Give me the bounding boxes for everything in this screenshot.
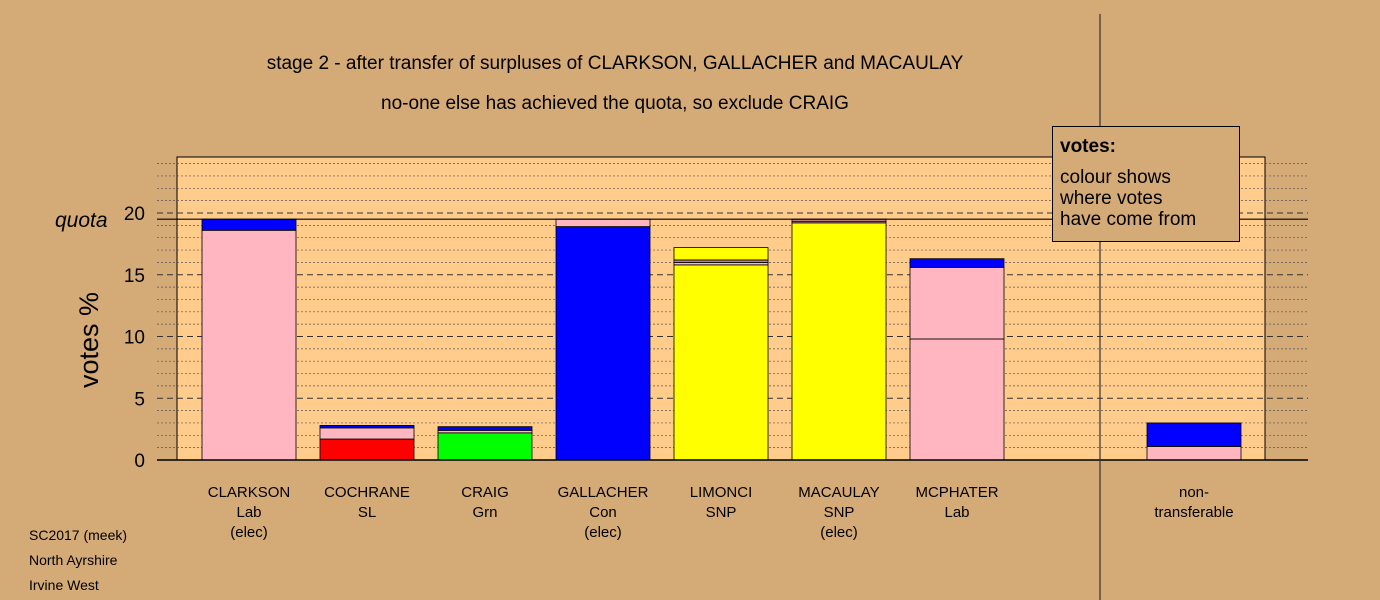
legend-box: votes: colour shows where votes have com…	[1052, 126, 1240, 242]
x-tick-label: CLARKSON	[208, 484, 291, 501]
bar-segment	[201, 218, 297, 231]
x-tick-label: CRAIG	[461, 484, 509, 501]
x-tick-label: Lab	[944, 504, 969, 521]
bar-segment	[791, 222, 887, 461]
x-tick-label: MACAULAY	[798, 484, 879, 501]
y-axis-label: votes %	[74, 292, 104, 388]
legend-line: have come from	[1060, 209, 1197, 230]
x-tick-label: Lab	[236, 504, 261, 521]
bar-segment	[201, 229, 297, 461]
bar-segment	[555, 218, 651, 227]
quota-label: quota	[55, 209, 108, 232]
bar-segment	[673, 247, 769, 261]
x-tick-label: transferable	[1154, 504, 1233, 521]
x-tick-label: SL	[358, 504, 376, 521]
bar-segment	[437, 432, 533, 461]
y-tick-label: 15	[124, 266, 145, 287]
legend-line: where votes	[1060, 188, 1163, 209]
legend-heading: votes:	[1060, 136, 1116, 157]
x-tick-label: SNP	[824, 504, 855, 521]
bar-segment	[319, 427, 415, 440]
bar-segment	[437, 426, 533, 431]
chart-subtitle: no-one else has achieved the quota, so e…	[381, 93, 849, 114]
y-tick-label: 0	[134, 451, 145, 472]
x-tick-label: Grn	[472, 504, 497, 521]
y-tick-label: 5	[134, 389, 145, 410]
x-tick-label: COCHRANE	[324, 484, 410, 501]
y-tick-label: 10	[124, 328, 145, 349]
x-tick-label: (elec)	[820, 524, 858, 541]
legend-line: colour shows	[1060, 167, 1171, 188]
bar-segment	[319, 425, 415, 429]
bar-segment	[909, 258, 1005, 268]
x-tick-label: LIMONCI	[690, 484, 753, 501]
x-tick-label: GALLACHER	[558, 484, 649, 501]
nontransferable-bar-segment	[1146, 446, 1242, 461]
x-tick-label: (elec)	[584, 524, 622, 541]
y-tick-label: 20	[124, 204, 145, 225]
x-tick-label: non-	[1179, 484, 1209, 501]
bar-segment	[909, 338, 1005, 461]
x-tick-label: SNP	[706, 504, 737, 521]
bar-segment	[319, 438, 415, 461]
nontransferable-bar-segment	[1146, 422, 1242, 447]
bar-segment	[673, 264, 769, 461]
x-tick-label: Con	[589, 504, 617, 521]
footer-ward: Irvine West	[29, 577, 99, 593]
x-tick-label: (elec)	[230, 524, 268, 541]
bar-segment	[555, 226, 651, 461]
chart-title: stage 2 - after transfer of surpluses of…	[266, 53, 964, 74]
footer-source: SC2017 (meek)	[29, 527, 128, 543]
footer-council: North Ayrshire	[29, 552, 118, 568]
x-tick-label: MCPHATER	[915, 484, 998, 501]
bar-segment	[909, 266, 1005, 340]
